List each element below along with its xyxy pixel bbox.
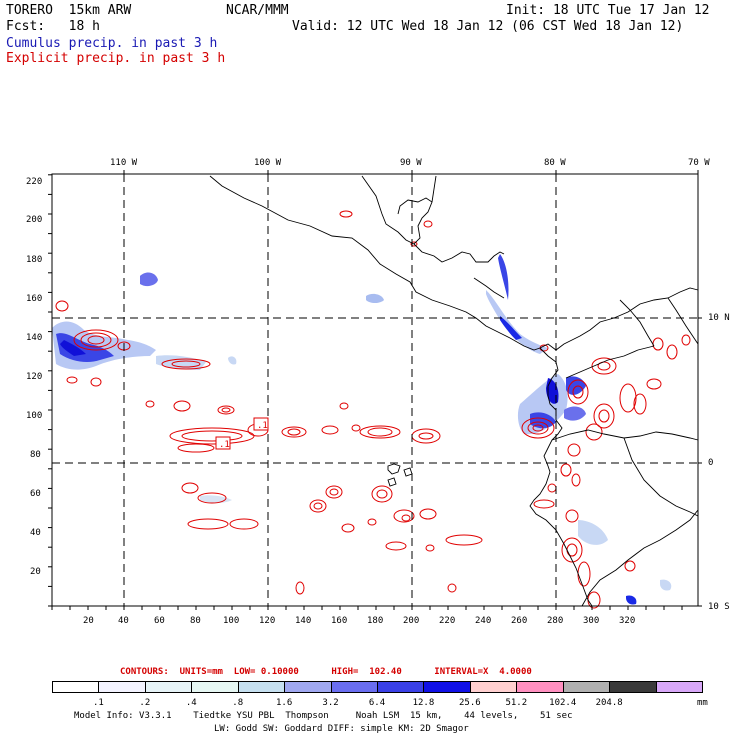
x-label-300: 300 (583, 616, 600, 626)
legend-label: .4 (185, 698, 197, 708)
y-label-120: 120 (26, 372, 43, 382)
y-label-80: 80 (30, 450, 41, 460)
legend-label: 25.6 (459, 698, 481, 708)
low-marker-2: .1 (219, 440, 230, 450)
explicit-precip-contours (55, 210, 691, 609)
legend-swatch (52, 681, 100, 693)
lat-label-10n: 10 N (708, 313, 730, 323)
x-label-220: 220 (439, 616, 456, 626)
forecast-hour: Fcst: 18 h (6, 19, 100, 34)
center-title: NCAR/MMM (226, 3, 289, 18)
x-label-20: 20 (83, 616, 94, 626)
y-label-200: 200 (26, 215, 43, 225)
x-label-180: 180 (367, 616, 384, 626)
legend-swatch (237, 681, 286, 693)
y-label-140: 140 (26, 333, 43, 343)
valid-time: Valid: 12 UTC Wed 18 Jan 12 (06 CST Wed … (292, 19, 684, 34)
legend-swatch (284, 681, 332, 693)
x-label-40: 40 (118, 616, 129, 626)
legend-swatch (330, 681, 378, 693)
legend-swatch (655, 681, 703, 693)
y-label-220: 220 (26, 177, 43, 187)
legend-label: 1.6 (276, 698, 293, 708)
lat-label-0: 0 (708, 458, 714, 468)
legend-label: 3.2 (322, 698, 339, 708)
y-label-60: 60 (30, 489, 41, 499)
x-label-160: 160 (331, 616, 348, 626)
lat-label-10s: 10 S (708, 602, 730, 612)
y-label-20: 20 (30, 567, 41, 577)
contours-info: CONTOURS: UNITS=mm LOW= 0.10000 HIGH= 10… (120, 667, 532, 677)
lon-label-70w: 70 W (688, 158, 710, 168)
low-marker-1: .1 (257, 421, 268, 431)
legend-swatch (562, 681, 611, 693)
map-grid (52, 174, 698, 606)
legend-swatch (191, 681, 239, 693)
x-label-60: 60 (154, 616, 165, 626)
explicit-label: Explicit precip. in past 3 h (6, 51, 226, 66)
lon-label-90w: 90 W (400, 158, 422, 168)
y-label-40: 40 (30, 528, 41, 538)
legend-label: 6.4 (368, 698, 386, 708)
legend-label: .8 (232, 698, 244, 708)
axis-ticks (48, 170, 702, 610)
legend-label: .1 (93, 698, 104, 708)
legend-swatch (469, 681, 518, 693)
x-label-140: 140 (295, 616, 312, 626)
x-label-120: 120 (259, 616, 276, 626)
legend-swatch (609, 681, 657, 693)
y-label-180: 180 (26, 255, 43, 265)
x-label-320: 320 (619, 616, 636, 626)
x-label-200: 200 (403, 616, 420, 626)
legend-label: 102.4 (549, 698, 577, 708)
lon-label-100w: 100 W (254, 158, 282, 168)
legend-label: 12.8 (412, 698, 435, 708)
legend-swatch (516, 681, 564, 693)
model-info-line-1: Model Info: V3.3.1 Tiedtke YSU PBL Thomp… (74, 711, 573, 721)
legend-swatch (423, 681, 471, 693)
model-title: TORERO 15km ARW (6, 3, 132, 18)
legend-label: 51.2 (505, 698, 528, 708)
y-label-100: 100 (26, 411, 43, 421)
cumulus-label: Cumulus precip. in past 3 h (6, 36, 218, 51)
cumulus-precip-shading (52, 254, 672, 605)
legend-label: 204.8 (595, 698, 623, 708)
x-label-240: 240 (475, 616, 492, 626)
lon-label-80w: 80 W (544, 158, 566, 168)
legend-label: .2 (139, 698, 151, 708)
lon-label-110w: 110 W (110, 158, 138, 168)
x-label-260: 260 (511, 616, 528, 626)
x-label-100: 100 (223, 616, 240, 626)
coastlines (209, 175, 699, 607)
x-label-280: 280 (547, 616, 564, 626)
y-label-160: 160 (26, 294, 43, 304)
legend-swatch (98, 681, 146, 693)
legend-unit: mm (697, 698, 708, 708)
legend-swatch (377, 681, 425, 693)
model-info-line-2: LW: Godd SW: Goddard DIFF: simple KM: 2D… (214, 724, 469, 734)
x-label-80: 80 (190, 616, 201, 626)
low-markers: .1 .1 (215, 417, 269, 450)
init-time: Init: 18 UTC Tue 17 Jan 12 (506, 3, 710, 18)
legend-swatch (144, 681, 193, 693)
